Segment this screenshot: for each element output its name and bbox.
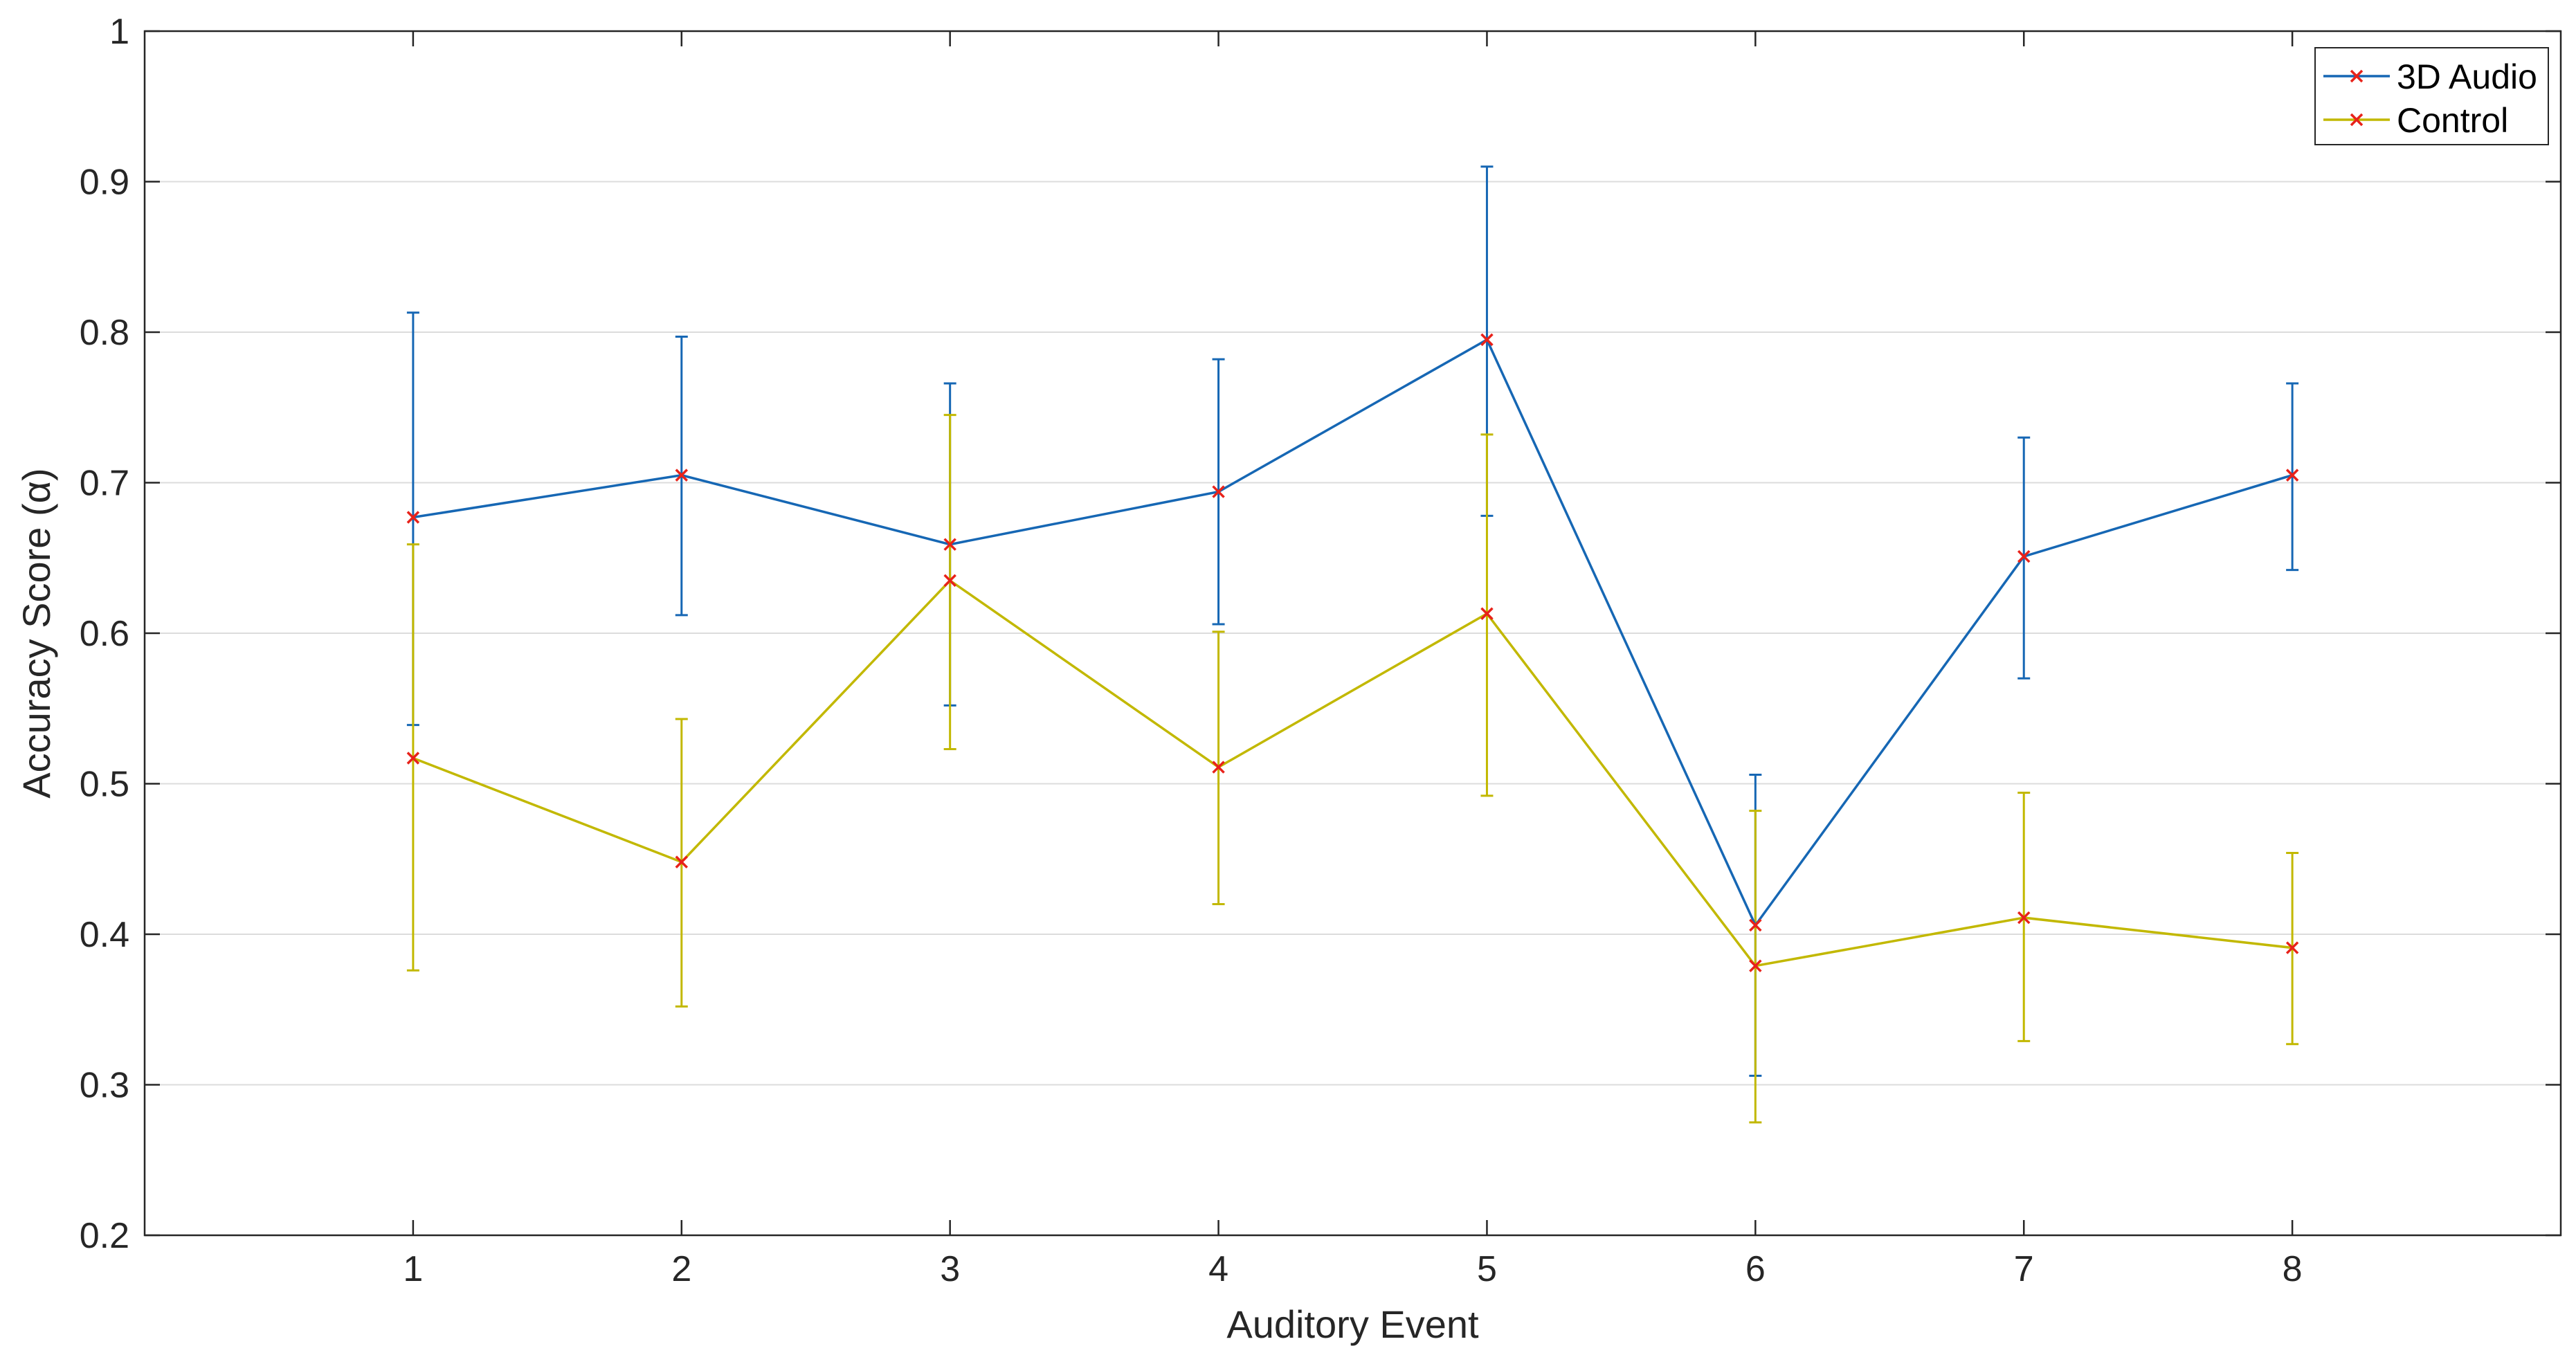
legend-item: Control	[2323, 101, 2508, 140]
data-point	[2285, 941, 2299, 954]
marker-stroke	[406, 752, 420, 765]
x-tick-label: 4	[1208, 1249, 1228, 1289]
data-point	[943, 538, 956, 551]
data-point	[675, 855, 689, 869]
data-point	[1749, 918, 1762, 932]
legend-label: 3D Audio	[2397, 57, 2537, 96]
legend-item: 3D Audio	[2323, 57, 2537, 96]
data-point	[1480, 333, 1494, 347]
marker-stroke	[1749, 959, 1762, 972]
legend-label: Control	[2397, 101, 2508, 140]
marker-stroke	[675, 469, 689, 482]
data-point	[675, 469, 689, 482]
data-point	[1212, 485, 1225, 498]
y-tick-label: 0.4	[80, 915, 129, 955]
x-tick-label: 5	[1477, 1249, 1497, 1289]
legend-box	[2314, 47, 2549, 145]
y-tick-label: 0.3	[80, 1066, 129, 1106]
legend: 3D Audio Control	[2314, 47, 2549, 145]
data-point	[406, 511, 420, 524]
data-point	[406, 752, 420, 765]
series-line	[412, 579, 2293, 967]
x-tick-label: 2	[671, 1249, 691, 1289]
y-tick-label: 0.2	[80, 1216, 129, 1256]
y-tick-label: 0.7	[80, 464, 129, 504]
data-point	[1480, 607, 1494, 620]
series-lines	[412, 338, 2293, 967]
y-tick-label: 0.5	[80, 765, 129, 805]
data-point	[943, 574, 956, 588]
y-axis-label: Accuracy Score (α)	[15, 468, 58, 798]
marker-stroke	[1480, 333, 1494, 347]
marker-stroke	[1212, 485, 1225, 498]
marker-stroke	[406, 511, 420, 524]
marker-stroke	[2017, 911, 2031, 925]
tick-labels: 0.2 0.3 0.4 0.5 0.6 0.7 0.8 0.9 1 1 2 3 4 5 6 7 8	[80, 12, 2303, 1289]
x-tick-label: 8	[2283, 1249, 2303, 1289]
data-point	[2017, 911, 2031, 925]
data-point	[2017, 549, 2031, 563]
x-tick-label: 1	[403, 1249, 423, 1289]
y-tick-label: 1	[109, 12, 129, 52]
x-axis-label: Auditory Event	[1226, 1302, 1479, 1346]
x-tick-label: 3	[940, 1249, 960, 1289]
legend-marker	[2350, 69, 2364, 83]
marker-stroke	[1212, 761, 1225, 774]
marker-stroke	[943, 538, 956, 551]
x-tick-label: 6	[1745, 1249, 1766, 1289]
x-tick-label: 7	[2014, 1249, 2034, 1289]
y-tick-label: 0.8	[80, 313, 129, 353]
gridlines	[145, 181, 2561, 1086]
data-point	[2285, 469, 2299, 482]
data-markers	[406, 333, 2299, 972]
marker-stroke	[2285, 941, 2299, 954]
marker-stroke	[2285, 469, 2299, 482]
marker-stroke	[2017, 549, 2031, 563]
y-tick-label: 0.9	[80, 163, 129, 203]
series-line	[412, 338, 2293, 928]
marker-stroke	[675, 855, 689, 869]
data-point	[1749, 959, 1762, 972]
legend-marker	[2350, 113, 2364, 127]
data-point	[1212, 761, 1225, 774]
marker-stroke	[943, 574, 956, 588]
marker-stroke	[1480, 607, 1494, 620]
axis-ticks	[145, 30, 2561, 1237]
marker-stroke	[1749, 918, 1762, 932]
y-tick-label: 0.6	[80, 614, 129, 654]
error-bars	[406, 165, 2299, 1124]
